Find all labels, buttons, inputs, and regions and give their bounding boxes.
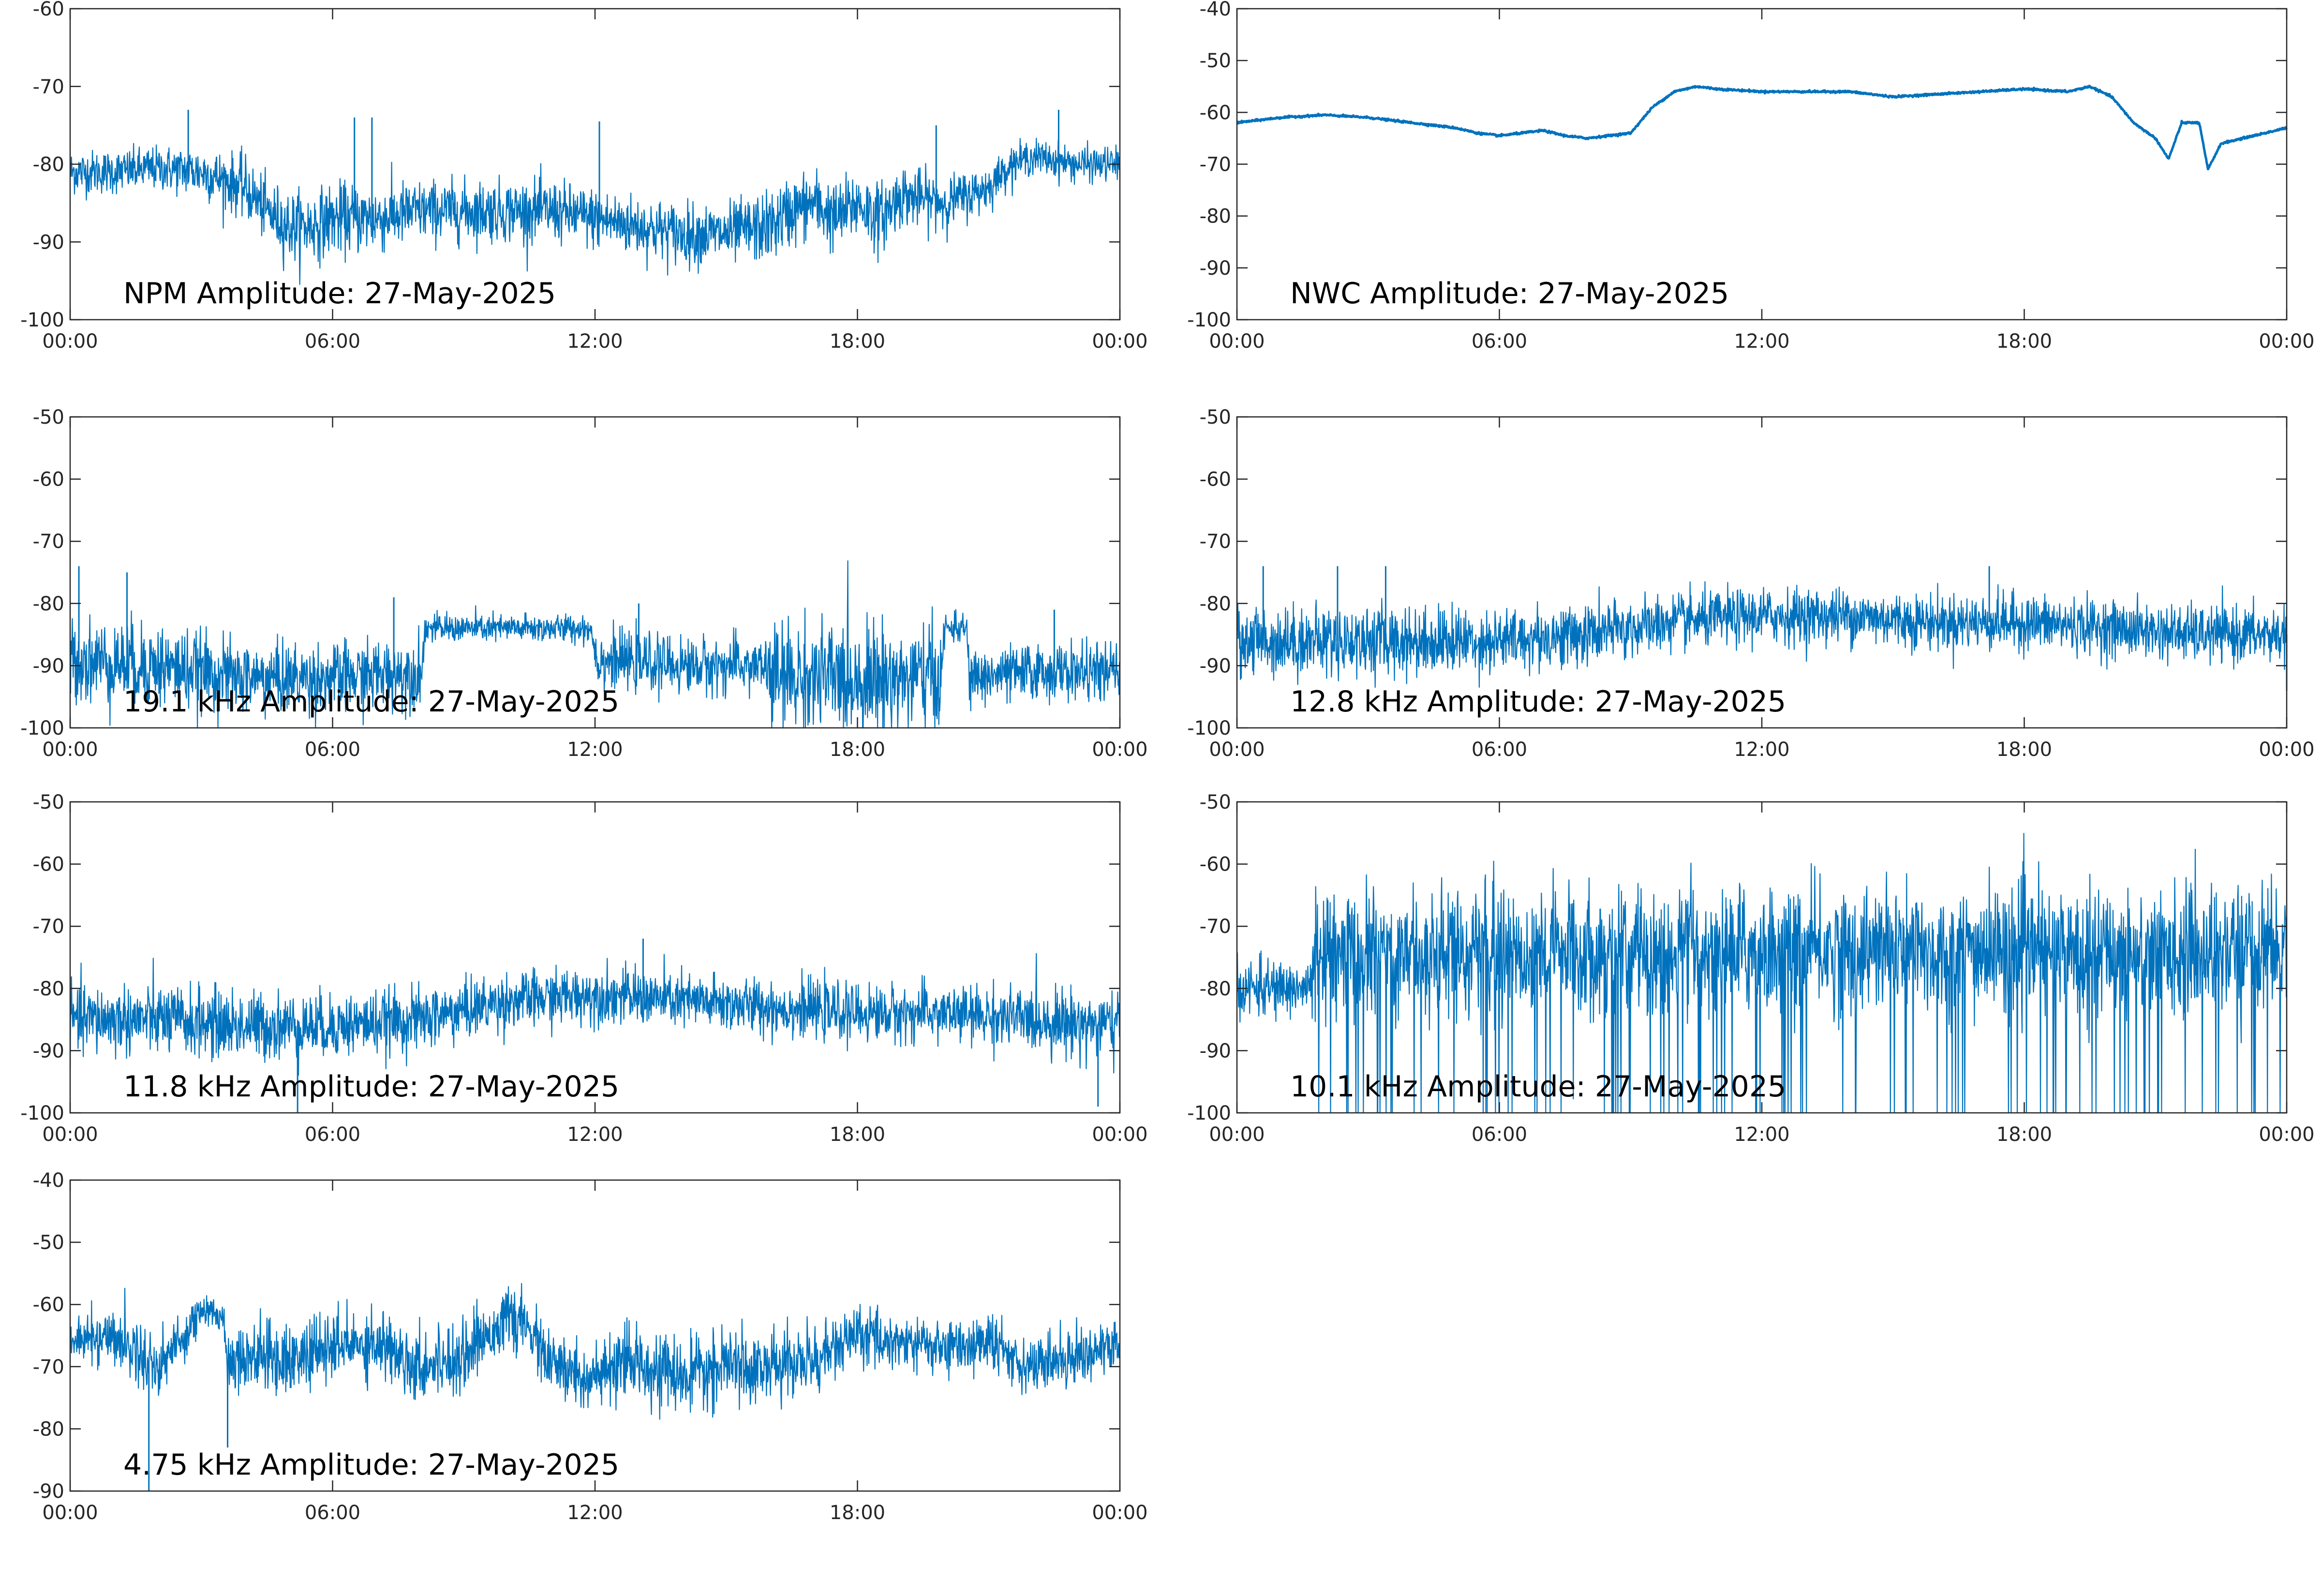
y-tick-label: -70 [1200, 916, 1231, 938]
y-tick-label: -40 [1200, 0, 1231, 20]
y-tick-label: -70 [1200, 531, 1231, 553]
x-tick-label: 00:00 [1092, 1502, 1147, 1524]
y-tick-label: -70 [33, 916, 64, 938]
x-tick-label: 00:00 [1209, 1123, 1265, 1146]
series-line [1236, 85, 2288, 171]
x-tick-label: 12:00 [567, 330, 623, 353]
panel-title: 10.1 kHz Amplitude: 27-May-2025 [1290, 1070, 1786, 1104]
x-tick-label: 18:00 [1996, 330, 2052, 353]
y-tick-label: -70 [33, 76, 64, 98]
y-tick-label: -100 [20, 717, 64, 739]
y-tick-label: -100 [1187, 1102, 1231, 1124]
y-tick-label: -50 [33, 791, 64, 813]
y-tick-label: -90 [33, 1480, 64, 1503]
x-tick-label: 06:00 [305, 330, 360, 353]
y-tick-label: -100 [20, 1102, 64, 1124]
x-tick-label: 06:00 [1472, 330, 1527, 353]
x-tick-label: 18:00 [830, 330, 885, 353]
x-tick-label: 00:00 [42, 1123, 98, 1146]
x-tick-label: 18:00 [830, 739, 885, 761]
x-tick-label: 06:00 [305, 739, 360, 761]
x-tick-label: 18:00 [1996, 739, 2052, 761]
y-tick-label: -80 [1200, 593, 1231, 615]
y-tick-label: -60 [33, 1294, 64, 1316]
panel-title: 19.1 kHz Amplitude: 27-May-2025 [123, 685, 619, 719]
y-tick-label: -50 [1200, 50, 1231, 72]
y-tick-label: -70 [1200, 154, 1231, 176]
y-tick-label: -80 [33, 1418, 64, 1440]
y-tick-label: -90 [33, 655, 64, 677]
y-tick-label: -70 [33, 531, 64, 553]
y-tick-label: -60 [33, 854, 64, 876]
x-tick-label: 06:00 [1472, 739, 1527, 761]
y-tick-label: -80 [33, 978, 64, 1000]
x-tick-label: 00:00 [2259, 739, 2314, 761]
x-tick-label: 06:00 [1472, 1123, 1527, 1146]
y-tick-label: -90 [33, 1040, 64, 1062]
series-line [1236, 581, 2288, 688]
x-tick-label: 12:00 [567, 739, 623, 761]
x-tick-label: 00:00 [2259, 330, 2314, 353]
panel-title: NPM Amplitude: 27-May-2025 [123, 277, 556, 310]
x-tick-label: 18:00 [830, 1123, 885, 1146]
y-tick-label: -80 [1200, 206, 1231, 228]
x-tick-label: 00:00 [42, 739, 98, 761]
x-tick-label: 00:00 [42, 330, 98, 353]
y-tick-label: -90 [33, 231, 64, 253]
panel-title: 4.75 kHz Amplitude: 27-May-2025 [123, 1448, 619, 1482]
series-line [69, 560, 1121, 729]
panel-title: NWC Amplitude: 27-May-2025 [1290, 277, 1729, 310]
x-tick-label: 12:00 [1734, 1123, 1789, 1146]
y-tick-label: -90 [1200, 1040, 1231, 1062]
x-tick-label: 00:00 [1092, 330, 1147, 353]
y-tick-label: -90 [1200, 257, 1231, 280]
x-tick-label: 00:00 [1092, 739, 1147, 761]
x-tick-label: 18:00 [830, 1502, 885, 1524]
panel-title: 11.8 kHz Amplitude: 27-May-2025 [123, 1070, 619, 1104]
y-tick-label: -50 [33, 1232, 64, 1254]
series-line [69, 137, 1121, 285]
y-tick-label: -50 [1200, 406, 1231, 429]
x-tick-label: 12:00 [567, 1502, 623, 1524]
x-tick-label: 12:00 [1734, 739, 1789, 761]
x-tick-label: 06:00 [305, 1123, 360, 1146]
y-tick-label: -100 [1187, 717, 1231, 739]
x-tick-label: 06:00 [305, 1502, 360, 1524]
y-tick-label: -100 [20, 309, 64, 331]
y-tick-label: -70 [33, 1356, 64, 1378]
x-tick-label: 18:00 [1996, 1123, 2052, 1146]
series-line [69, 1283, 1121, 1420]
series-line [1236, 833, 2288, 1114]
y-tick-label: -80 [33, 593, 64, 615]
x-tick-label: 00:00 [42, 1502, 98, 1524]
panel-title: 12.8 kHz Amplitude: 27-May-2025 [1290, 685, 1786, 719]
series-line [69, 953, 1121, 1076]
x-tick-label: 00:00 [1092, 1123, 1147, 1146]
y-tick-label: -60 [1200, 469, 1231, 491]
x-tick-label: 00:00 [1209, 330, 1265, 353]
y-tick-label: -80 [1200, 978, 1231, 1000]
y-tick-label: -80 [33, 154, 64, 176]
y-tick-label: -50 [33, 406, 64, 429]
x-tick-label: 12:00 [567, 1123, 623, 1146]
y-tick-label: -50 [1200, 791, 1231, 813]
x-tick-label: 00:00 [1209, 739, 1265, 761]
y-tick-label: -100 [1187, 309, 1231, 331]
y-tick-label: -60 [33, 0, 64, 20]
y-tick-label: -60 [1200, 854, 1231, 876]
y-tick-label: -40 [33, 1169, 64, 1192]
x-tick-label: 12:00 [1734, 330, 1789, 353]
x-tick-label: 00:00 [2259, 1123, 2314, 1146]
y-tick-label: -90 [1200, 655, 1231, 677]
y-tick-label: -60 [1200, 102, 1231, 124]
y-tick-label: -60 [33, 469, 64, 491]
